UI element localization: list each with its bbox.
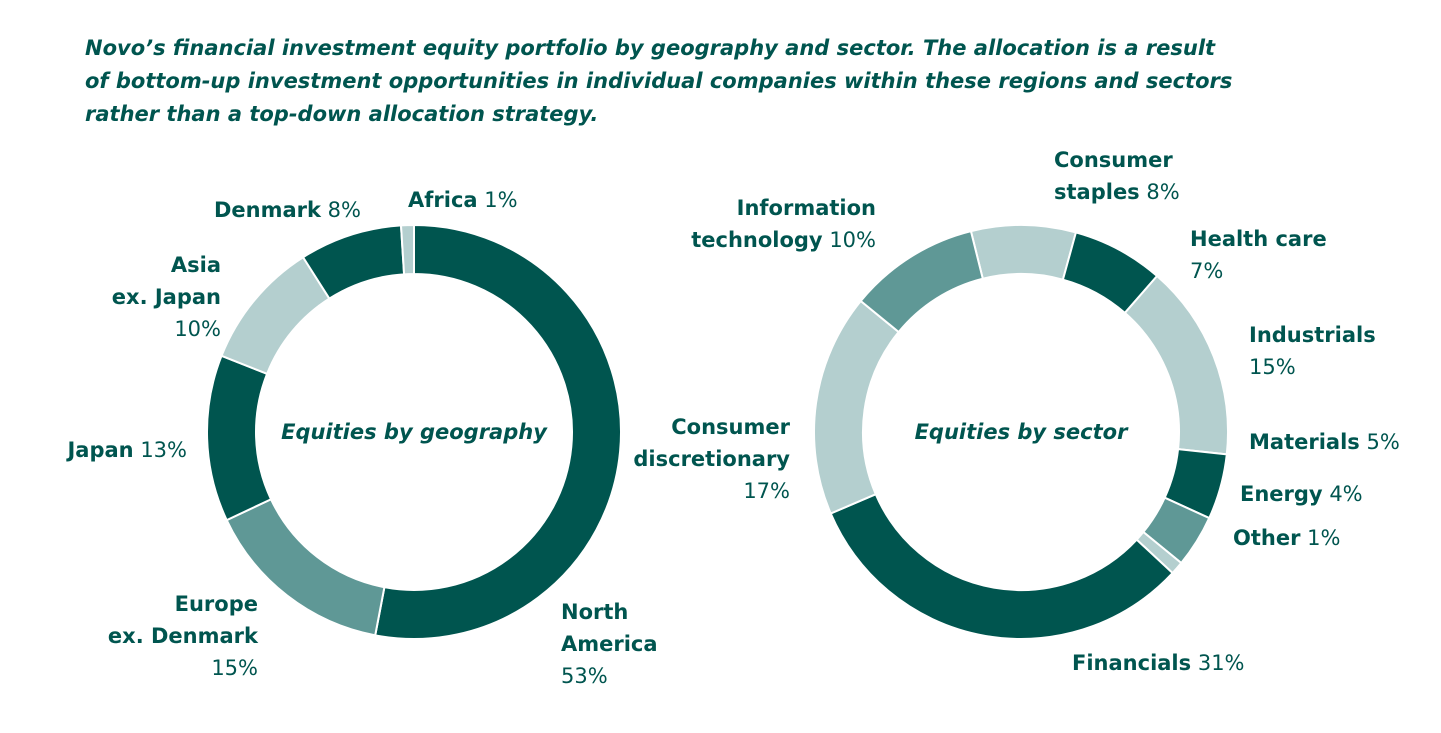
category-label: Consumer discretionary [633, 415, 790, 471]
category-label: Other [1233, 526, 1301, 550]
category-label: Africa [408, 188, 478, 212]
donut-slice [859, 229, 984, 334]
slice-label: Consumer staples 8% [1054, 144, 1180, 208]
donut-slice [969, 224, 1078, 281]
category-label: Information technology [691, 196, 876, 252]
slice-label: Asia ex. Japan 10% [112, 249, 221, 345]
value-label: 13% [140, 438, 187, 462]
center-label: Equities by geography [281, 420, 548, 444]
value-label: 1% [484, 188, 518, 212]
category-label: Asia ex. Japan [111, 253, 221, 309]
slice-label: North America 53% [561, 596, 658, 692]
donut-slice [829, 492, 1174, 640]
title: Novo’s financial investment equity portf… [85, 36, 1233, 126]
value-label: 10% [829, 228, 876, 252]
donut-slice [813, 299, 901, 515]
value-label: 15% [211, 656, 258, 680]
value-label: 10% [174, 317, 221, 341]
slice-label: Energy 4% [1240, 478, 1363, 510]
donut-slice [374, 223, 622, 640]
slice-label: Africa 1% [408, 184, 518, 216]
donut-slice [1123, 274, 1229, 456]
value-label: 1% [1307, 526, 1341, 550]
donut-slice [399, 223, 415, 276]
category-label: Energy [1240, 482, 1323, 506]
value-label: 17% [743, 479, 790, 503]
category-label: Consumer staples [1054, 148, 1173, 204]
category-label: Denmark [213, 198, 321, 222]
value-label: 4% [1329, 482, 1363, 506]
category-label: Financials [1072, 651, 1192, 675]
slice-label: Information technology 10% [691, 192, 876, 256]
center-label: Equities by sector [915, 420, 1130, 444]
slice-label: Industrials 15% [1249, 319, 1376, 383]
category-label: North America [561, 600, 658, 656]
category-label: Materials [1249, 430, 1360, 454]
donut-slice [206, 354, 273, 522]
value-label: 8% [1146, 180, 1180, 204]
value-label: 8% [327, 198, 361, 222]
slice-label: Denmark 8% [214, 194, 361, 226]
value-label: 15% [1249, 355, 1296, 379]
slice-label: Europe ex. Denmark 15% [108, 588, 258, 684]
slice-label: Financials 31% [1072, 647, 1245, 679]
slice-label: Other 1% [1233, 522, 1340, 554]
slice-label: Health care 7% [1190, 223, 1327, 287]
category-label: Industrials [1249, 323, 1376, 347]
value-label: 31% [1197, 651, 1245, 675]
value-label: 53% [561, 664, 608, 688]
category-label: Europe ex. Denmark [107, 592, 258, 648]
value-label: 7% [1190, 259, 1224, 283]
category-label: Japan [67, 438, 134, 462]
slice-label: Materials 5% [1249, 426, 1400, 458]
category-label: Health care [1190, 227, 1327, 251]
slice-label: Consumer discretionary 17% [633, 411, 790, 507]
slice-label: Japan 13% [67, 434, 187, 466]
value-label: 5% [1366, 430, 1400, 454]
